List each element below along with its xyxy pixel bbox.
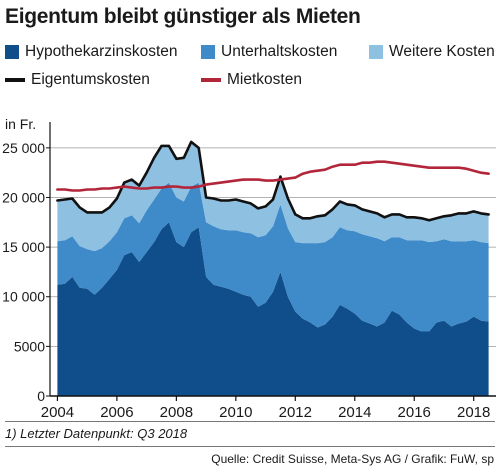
area-hypothekarzinskosten — [57, 222, 489, 396]
legend-swatch-mietkosten — [201, 78, 221, 82]
legend-label-weitere-kosten: Weitere Kosten — [389, 43, 495, 60]
x-tick-label-2010: 2010 — [219, 404, 252, 421]
legend-item-unterhaltskosten: Unterhaltskosten — [201, 43, 337, 61]
x-tick-label-2018: 2018 — [457, 404, 490, 421]
legend-item-hypothekarzinskosten: Hypothekarzinskosten — [5, 43, 178, 61]
chart-title: Eigentum bleibt günstiger als Mieten — [5, 5, 361, 28]
legend: Hypothekarzinskosten Unterhaltskosten We… — [5, 43, 497, 99]
y-tick-label-0: 0 — [37, 388, 45, 404]
source-separator — [5, 446, 495, 447]
footnote-separator — [5, 421, 495, 422]
footnote: 1) Letzter Datenpunkt: Q3 2018 — [5, 426, 188, 441]
x-tick-label-2006: 2006 — [100, 404, 133, 421]
legend-swatch-hypothekarzinskosten — [5, 45, 19, 59]
y-tick-label-5000: 5000 — [14, 338, 45, 354]
y-tick-label-15000: 15 000 — [2, 239, 45, 255]
y-tick-labels: 0 5000 10 000 15 000 20 000 25 000 — [2, 140, 45, 404]
legend-label-hypothekarzinskosten: Hypothekarzinskosten — [25, 43, 178, 60]
line-eigentumskosten — [56, 140, 490, 222]
area-weitere-kosten — [57, 141, 489, 252]
source-note: Quelle: Credit Suisse, Meta-Sys AG / Gra… — [211, 452, 494, 466]
y-axis-unit-label: in Fr. — [5, 116, 37, 132]
stacked-areas — [57, 141, 489, 396]
legend-label-mietkosten: Mietkosten — [227, 71, 302, 88]
legend-swatch-unterhaltskosten — [201, 45, 215, 59]
x-tick-label-2008: 2008 — [160, 404, 193, 421]
y-tick-label-10000: 10 000 — [2, 289, 45, 305]
legend-swatch-weitere-kosten — [369, 45, 383, 59]
y-tick-label-20000: 20 000 — [2, 189, 45, 205]
x-tick-label-2012: 2012 — [279, 404, 312, 421]
line-mietkosten — [56, 160, 490, 192]
legend-item-eigentumskosten: Eigentumskosten — [5, 71, 150, 89]
y-tick-label-25000: 25 000 — [2, 140, 45, 156]
x-tick-labels: 2004 2006 2008 2010 2012 2014 2016 2018 — [41, 404, 491, 421]
legend-item-weitere-kosten: Weitere Kosten — [369, 43, 495, 61]
legend-label-eigentumskosten: Eigentumskosten — [31, 71, 150, 88]
axes — [46, 122, 496, 401]
x-tick-label-2014: 2014 — [338, 404, 371, 421]
legend-item-mietkosten: Mietkosten — [201, 71, 302, 89]
legend-label-unterhaltskosten: Unterhaltskosten — [221, 43, 338, 60]
x-tick-label-2016: 2016 — [398, 404, 431, 421]
x-tick-label-2004: 2004 — [41, 404, 74, 421]
area-unterhaltskosten — [57, 182, 489, 332]
series-lines — [56, 140, 490, 222]
legend-swatch-eigentumskosten — [5, 78, 25, 82]
